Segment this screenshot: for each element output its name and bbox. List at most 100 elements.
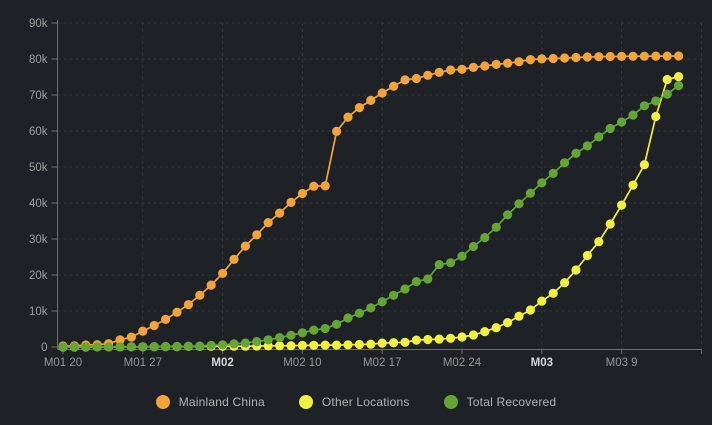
other-locations-point[interactable]	[446, 333, 456, 343]
total-recovered-point[interactable]	[263, 335, 273, 345]
total-recovered-point[interactable]	[617, 117, 627, 127]
total-recovered-point[interactable]	[81, 342, 91, 352]
total-recovered-point[interactable]	[240, 338, 250, 348]
total-recovered-point[interactable]	[503, 210, 513, 220]
total-recovered-point[interactable]	[662, 89, 672, 99]
mainland-china-point[interactable]	[126, 332, 136, 342]
other-locations-point[interactable]	[594, 237, 604, 247]
mainland-china-point[interactable]	[320, 181, 330, 191]
total-recovered-point[interactable]	[594, 132, 604, 142]
mainland-china-point[interactable]	[161, 314, 171, 324]
mainland-china-point[interactable]	[218, 268, 228, 278]
other-locations-point[interactable]	[457, 332, 467, 342]
mainland-china-point[interactable]	[571, 52, 581, 63]
mainland-china-point[interactable]	[662, 51, 672, 61]
total-recovered-point[interactable]	[639, 101, 650, 111]
other-locations-point[interactable]	[651, 111, 661, 122]
mainland-china-point[interactable]	[366, 95, 376, 105]
total-recovered-point[interactable]	[468, 241, 478, 252]
mainland-china-point[interactable]	[206, 280, 216, 290]
total-recovered-point[interactable]	[571, 148, 581, 158]
mainland-china-point[interactable]	[423, 70, 433, 80]
total-recovered-point[interactable]	[286, 330, 296, 340]
total-recovered-point[interactable]	[309, 325, 319, 335]
mainland-china-point[interactable]	[651, 51, 661, 61]
total-recovered-point[interactable]	[92, 342, 102, 352]
total-recovered-point[interactable]	[275, 333, 285, 343]
mainland-china-point[interactable]	[491, 59, 501, 69]
legend-item-other-locations[interactable]: Other Locations	[298, 395, 410, 409]
legend-item-total-recovered[interactable]: Total Recovered	[443, 395, 557, 409]
total-recovered-point[interactable]	[206, 340, 216, 350]
total-recovered-point[interactable]	[332, 319, 342, 329]
mainland-china-point[interactable]	[537, 54, 547, 64]
mainland-china-point[interactable]	[605, 51, 615, 62]
total-recovered-point[interactable]	[651, 96, 661, 106]
mainland-china-point[interactable]	[343, 112, 353, 122]
other-locations-point[interactable]	[571, 265, 581, 275]
total-recovered-point[interactable]	[126, 342, 136, 352]
other-locations-point[interactable]	[525, 305, 536, 315]
total-recovered-point[interactable]	[525, 188, 536, 198]
other-locations-point[interactable]	[389, 338, 399, 348]
mainland-china-point[interactable]	[514, 57, 524, 67]
other-locations-point[interactable]	[434, 334, 444, 344]
other-locations-point[interactable]	[605, 219, 615, 229]
total-recovered-point[interactable]	[343, 313, 353, 323]
total-recovered-point[interactable]	[514, 199, 524, 209]
other-locations-point[interactable]	[354, 339, 364, 350]
other-locations-point[interactable]	[309, 340, 319, 350]
total-recovered-point[interactable]	[560, 158, 570, 168]
total-recovered-point[interactable]	[69, 342, 79, 352]
mainland-china-point[interactable]	[400, 75, 410, 85]
other-locations-point[interactable]	[297, 340, 307, 350]
other-locations-point[interactable]	[617, 200, 627, 210]
total-recovered-point[interactable]	[457, 251, 467, 261]
total-recovered-point[interactable]	[446, 258, 456, 268]
other-locations-point[interactable]	[411, 335, 421, 345]
other-locations-point[interactable]	[377, 338, 387, 348]
other-locations-point[interactable]	[332, 340, 342, 350]
mainland-china-point[interactable]	[594, 52, 604, 62]
other-locations-point[interactable]	[423, 334, 433, 345]
mainland-china-point[interactable]	[263, 218, 273, 228]
total-recovered-point[interactable]	[674, 81, 684, 91]
mainland-china-point[interactable]	[275, 208, 285, 218]
mainland-china-point[interactable]	[354, 103, 364, 113]
mainland-china-point[interactable]	[560, 53, 570, 63]
mainland-china-point[interactable]	[389, 81, 399, 91]
total-recovered-point[interactable]	[389, 290, 399, 300]
mainland-china-point[interactable]	[149, 320, 159, 331]
mainland-china-point[interactable]	[674, 51, 684, 61]
total-recovered-point[interactable]	[229, 339, 239, 349]
mainland-china-point[interactable]	[332, 126, 342, 136]
mainland-china-point[interactable]	[525, 55, 536, 65]
total-recovered-point[interactable]	[423, 274, 433, 284]
other-locations-point[interactable]	[320, 340, 330, 350]
mainland-china-point[interactable]	[240, 241, 250, 251]
total-recovered-point[interactable]	[537, 178, 547, 188]
other-locations-point[interactable]	[639, 160, 650, 170]
total-recovered-point[interactable]	[480, 233, 490, 243]
total-recovered-point[interactable]	[138, 342, 148, 352]
total-recovered-point[interactable]	[491, 222, 501, 232]
total-recovered-point[interactable]	[104, 342, 114, 352]
total-recovered-point[interactable]	[366, 303, 376, 313]
total-recovered-point[interactable]	[411, 277, 421, 287]
total-recovered-point[interactable]	[605, 123, 615, 134]
total-recovered-point[interactable]	[149, 342, 159, 352]
mainland-china-point[interactable]	[503, 58, 513, 68]
other-locations-point[interactable]	[275, 341, 285, 351]
mainland-china-point[interactable]	[286, 197, 296, 207]
mainland-china-point[interactable]	[297, 188, 307, 199]
total-recovered-point[interactable]	[58, 342, 68, 352]
mainland-china-point[interactable]	[446, 65, 456, 75]
other-locations-point[interactable]	[674, 72, 684, 82]
other-locations-point[interactable]	[662, 74, 672, 85]
other-locations-point[interactable]	[503, 318, 513, 328]
mainland-china-point[interactable]	[468, 62, 478, 72]
mainland-china-point[interactable]	[229, 254, 239, 264]
total-recovered-point[interactable]	[252, 337, 262, 347]
total-recovered-point[interactable]	[400, 284, 410, 294]
mainland-china-point[interactable]	[628, 51, 638, 61]
